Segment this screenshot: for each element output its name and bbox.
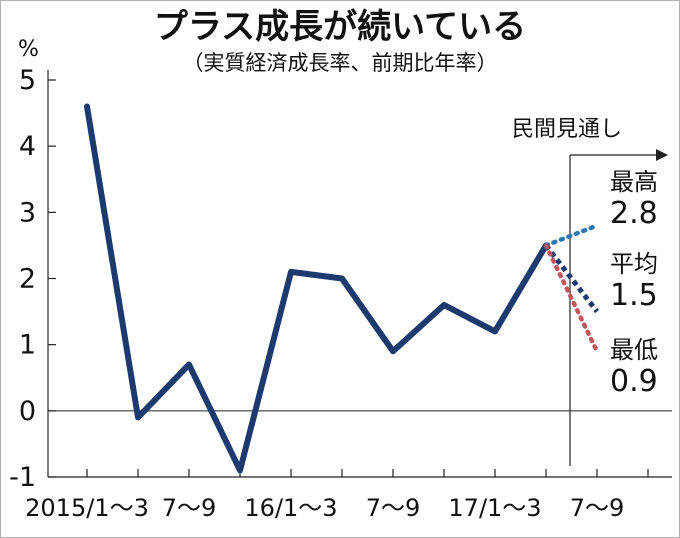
forecast-value: 1.5 [610,278,658,313]
y-tick-label: 1 [19,330,36,361]
forecast-label: 最低 [610,336,658,364]
y-axis-unit: % [18,37,39,62]
series-layer [84,103,549,474]
forecast-label: 最高 [610,168,658,196]
forecast-arrow-head [656,149,668,161]
forecast-layer: 民間見通し 最高2.8 平均1.5 最低0.9 [512,117,668,466]
forecast-value: 2.8 [610,196,658,231]
forecast-label: 平均 [610,250,658,278]
y-tick-label: 0 [19,396,36,427]
y-tick-label: 5 [19,65,36,96]
y-axis-ticks: -1 0 1 2 3 4 5 [9,65,56,493]
y-tick-label: 2 [19,264,36,295]
forecast-line [543,243,600,354]
axes [47,70,672,478]
chart-title: プラス成長が続いている [154,7,526,47]
x-tick-label: 2015/1～3 [25,494,149,522]
chart-subtitle: （実質経済成長率、前期比年率） [183,51,498,75]
x-tick-label: 7～9 [162,494,217,522]
y-tick-label: 4 [19,131,36,162]
x-axis-ticks: 2015/1～3 7～9 16/1～3 7～9 17/1～3 7～9 [25,494,624,522]
series-line [84,103,549,474]
forecast-header: 民間見通し [512,117,622,142]
y-tick-label: 3 [19,197,36,228]
x-tick-label: 17/1～3 [448,494,541,522]
x-tick-label: 7～9 [366,494,421,522]
forecast-value: 0.9 [610,364,658,399]
forecast-line [544,243,599,314]
y-tick-label: -1 [9,462,36,493]
x-tick-label: 16/1～3 [244,494,337,522]
x-tick-label: 7～9 [570,494,625,522]
forecast-line [543,223,600,248]
